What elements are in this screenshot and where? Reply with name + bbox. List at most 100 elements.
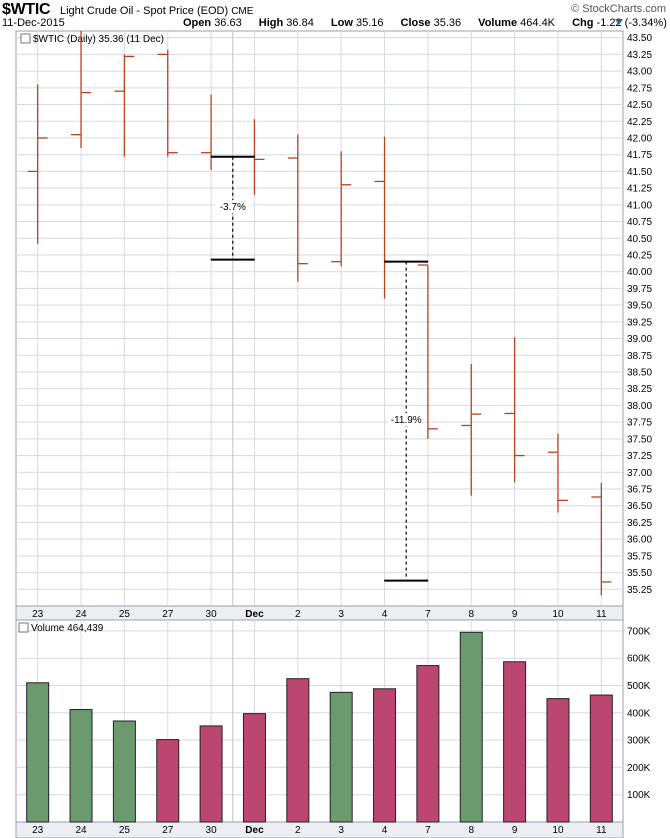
x-tick-label: 11 — [596, 825, 607, 836]
x-tick-label: 25 — [119, 825, 131, 836]
price-tick-label: 38.75 — [627, 351, 652, 362]
low-value: 35.16 — [355, 17, 384, 29]
price-tick-label: 35.50 — [627, 568, 652, 579]
x-tick-label: 24 — [75, 609, 87, 620]
x-tick-label: 3 — [338, 825, 344, 836]
open-value: 36.63 — [214, 17, 242, 29]
price-tick-label: 43.50 — [627, 33, 652, 44]
price-tick-label: 43.25 — [627, 50, 652, 61]
x-tick-label: 25 — [119, 609, 131, 620]
x-tick-label: 10 — [552, 609, 564, 620]
price-tick-label: 42.00 — [627, 133, 652, 144]
annotation-label: -11.9% — [391, 415, 422, 426]
volume-bar — [69, 709, 93, 823]
price-tick-label: 37.25 — [627, 451, 652, 462]
x-tick-label: 23 — [32, 609, 44, 620]
ohlc-readout: Open 36.63 High 36.84 Low 35.16 Close 35… — [183, 17, 670, 29]
x-tick-label: 30 — [206, 609, 218, 620]
x-tick-label: 4 — [382, 825, 388, 836]
price-tick-label: 35.75 — [627, 551, 652, 562]
price-tick-label: 42.75 — [627, 83, 652, 94]
x-tick-label: Dec — [245, 609, 264, 620]
symbol-title: $WTIC — [2, 1, 51, 18]
x-tick-label: 8 — [468, 825, 474, 836]
x-tick-label: 7 — [425, 609, 431, 620]
volume-x-axis — [15, 821, 624, 838]
volume-bar — [589, 694, 613, 823]
price-tick-label: 39.75 — [627, 284, 652, 295]
price-tick-label: 36.00 — [627, 535, 652, 546]
volume-bar — [329, 691, 353, 823]
x-tick-label: 10 — [552, 825, 564, 836]
price-tick-label: 41.50 — [627, 167, 652, 178]
price-tick-label: 40.75 — [627, 217, 652, 228]
x-tick-label: 4 — [382, 609, 388, 620]
price-tick-label: 36.50 — [627, 501, 652, 512]
price-panel — [15, 30, 624, 607]
annotation-label: -3.7% — [220, 202, 246, 213]
x-tick-label: 27 — [162, 825, 174, 836]
volume-bar — [416, 665, 440, 823]
x-tick-label: 11 — [596, 609, 607, 620]
volume-legend-swatch — [18, 622, 29, 633]
price-tick-label: 40.50 — [627, 234, 652, 245]
volume-tick-label: 300K — [627, 736, 651, 747]
price-tick-label: 42.25 — [627, 117, 652, 128]
volume-bar — [156, 739, 180, 823]
volume-bar — [373, 688, 397, 823]
x-tick-label: 9 — [512, 825, 518, 836]
price-tick-label: 38.50 — [627, 367, 652, 378]
volume-legend: Volume 464,439 — [31, 623, 104, 634]
price-tick-label: 38.00 — [627, 401, 652, 412]
volume-tick-label: 200K — [627, 763, 651, 774]
volume-tick-label: 500K — [627, 681, 651, 692]
legend-swatch — [20, 33, 31, 44]
x-tick-label: 30 — [206, 825, 218, 836]
price-tick-label: 39.00 — [627, 334, 652, 345]
high-value: 36.84 — [286, 17, 314, 29]
x-tick-label: 2 — [295, 825, 301, 836]
price-tick-label: 41.00 — [627, 200, 652, 211]
chart-header: $WTIC Light Crude Oil - Spot Price (EOD)… — [0, 0, 670, 30]
volume-bar — [26, 682, 50, 823]
low-label: Low — [330, 17, 353, 29]
price-tick-label: 36.75 — [627, 484, 652, 495]
x-tick-label: 8 — [468, 609, 474, 620]
volume-bar — [242, 713, 266, 823]
volume-value: 464.4K — [520, 17, 556, 29]
x-tick-label: Dec — [245, 825, 264, 836]
chevron-down-icon[interactable] — [615, 19, 623, 25]
close-label: Close — [400, 17, 431, 29]
price-tick-label: 39.25 — [627, 317, 652, 328]
price-tick-label: 39.50 — [627, 301, 652, 312]
x-tick-label: 27 — [162, 609, 174, 620]
price-tick-label: 37.75 — [627, 418, 652, 429]
description-text: Light Crude Oil - Spot Price (EOD) — [60, 5, 229, 17]
x-tick-label: 7 — [425, 825, 431, 836]
x-tick-label: 9 — [512, 609, 518, 620]
volume-panel — [15, 619, 624, 823]
high-label: High — [258, 17, 284, 29]
price-tick-label: 40.00 — [627, 267, 652, 278]
price-tick-label: 41.25 — [627, 184, 652, 195]
annotation-label-bg — [388, 413, 425, 427]
x-tick-label: 2 — [295, 609, 301, 620]
brand-link[interactable]: © StockCharts.com — [571, 3, 666, 15]
volume-bar — [546, 698, 570, 823]
price-tick-label: 38.25 — [627, 384, 652, 395]
price-tick-label: 36.25 — [627, 518, 652, 529]
x-tick-label: 23 — [32, 825, 44, 836]
volume-bar — [112, 720, 136, 823]
chart-date: 11-Dec-2015 — [2, 17, 65, 29]
open-label: Open — [183, 17, 212, 29]
annotation-label-bg — [214, 200, 251, 214]
price-tick-label: 35.25 — [627, 585, 652, 596]
chg-label: Chg — [572, 17, 594, 29]
volume-bar — [199, 725, 223, 823]
exchange-text: CME — [231, 6, 254, 17]
symbol-description: Light Crude Oil - Spot Price (EOD) CME — [60, 5, 253, 17]
volume-bar — [286, 678, 310, 823]
volume-tick-label: 400K — [627, 708, 651, 719]
volume-label: Volume — [478, 17, 518, 29]
price-tick-label: 37.00 — [627, 468, 652, 479]
